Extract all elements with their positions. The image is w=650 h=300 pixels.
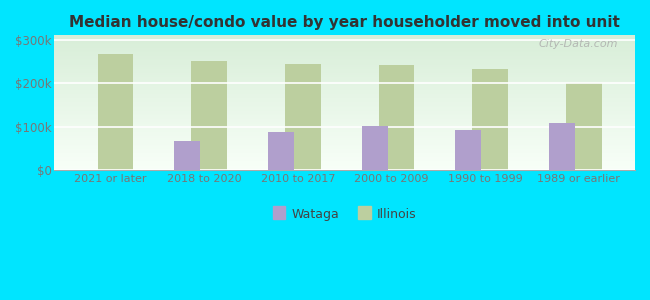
Bar	[379, 65, 414, 170]
Bar	[192, 61, 227, 170]
Title: Median house/condo value by year householder moved into unit: Median house/condo value by year househo…	[70, 15, 620, 30]
Bar	[549, 123, 575, 170]
Bar	[285, 64, 320, 170]
Text: City-Data.com: City-Data.com	[538, 39, 617, 50]
Bar	[455, 130, 482, 170]
Bar	[566, 83, 602, 170]
Bar	[174, 141, 200, 170]
Bar	[98, 54, 133, 170]
Bar	[361, 126, 388, 170]
Legend: Wataga, Illinois: Wataga, Illinois	[273, 208, 417, 220]
Bar	[473, 69, 508, 170]
Bar	[268, 131, 294, 170]
